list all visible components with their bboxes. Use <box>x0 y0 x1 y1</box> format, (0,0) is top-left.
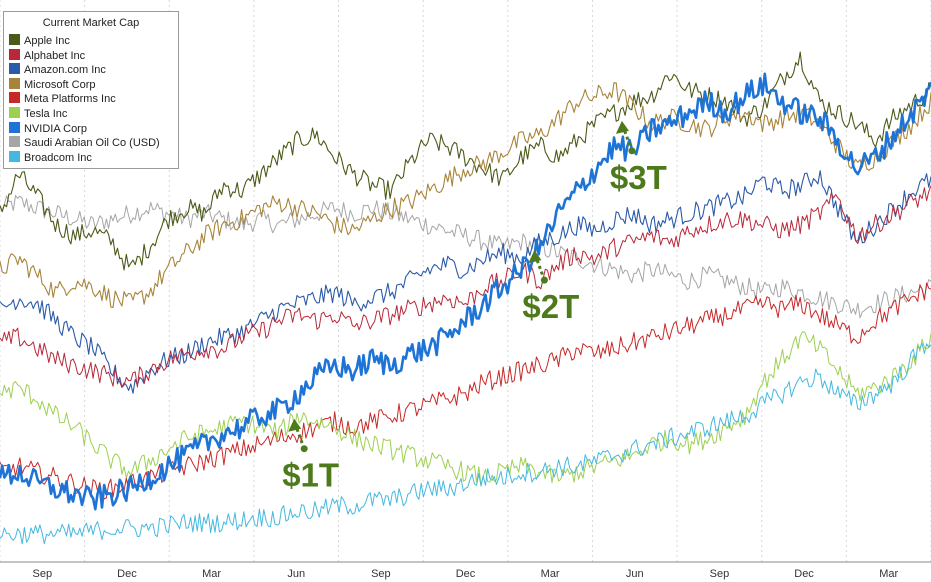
series-line-microsoft-corp <box>0 82 931 309</box>
legend-swatch <box>9 63 20 75</box>
legend-item: Saudi Arabian Oil Co (USD) <box>9 136 160 150</box>
legend-item: Apple Inc <box>9 34 70 48</box>
x-tick-label: Mar <box>541 568 560 580</box>
series-line-apple-inc <box>0 51 931 271</box>
milestone-label: $2T <box>522 288 579 325</box>
annotation-arrow-stem <box>294 426 306 450</box>
legend-swatch <box>9 121 20 133</box>
legend-item: Tesla Inc <box>9 107 67 121</box>
annotation-arrow-stem <box>622 128 634 152</box>
series-line-meta-platforms-inc <box>0 282 931 500</box>
milestone-annotation: $3T <box>610 120 667 196</box>
annotation-arrow-tail <box>300 445 308 453</box>
milestone-annotation: $1T <box>282 418 339 494</box>
legend-item: Amazon.com Inc <box>9 63 106 77</box>
x-tick-label: Sep <box>710 568 730 580</box>
milestone-annotations: $1T $2T $3T <box>282 120 667 494</box>
legend-label: Microsoft Corp <box>24 78 96 91</box>
annotation-arrow-head <box>615 120 629 134</box>
legend-label: Broadcom Inc <box>24 151 92 164</box>
legend-label: NVIDIA Corp <box>24 122 87 135</box>
x-tick-label: Sep <box>371 568 391 580</box>
legend-item: Microsoft Corp <box>9 77 96 92</box>
legend-label: Meta Platforms Inc <box>24 93 116 106</box>
legend-item: Alphabet Inc <box>9 48 86 63</box>
milestone-label: $1T <box>282 457 339 494</box>
x-tick-label: Jun <box>287 568 305 580</box>
annotation-arrow-tail <box>628 147 636 155</box>
x-tick-label: Dec <box>456 568 476 580</box>
milestone-label: $3T <box>610 159 667 196</box>
legend-label: Amazon.com Inc <box>24 64 106 77</box>
legend-label: Tesla Inc <box>24 108 68 120</box>
legend-swatch <box>9 34 20 45</box>
x-tick-label: Sep <box>33 568 53 580</box>
legend-swatch <box>9 136 20 148</box>
series-line-saudi-arabian-oil-co-usd <box>0 195 931 319</box>
x-axis: Sep Dec Mar Jun Sep Dec Mar Jun Sep Dec Mar <box>0 561 931 580</box>
x-tick-label: Dec <box>794 568 814 580</box>
legend-item: Meta Platforms Inc <box>9 92 116 106</box>
series-lines <box>0 51 931 545</box>
legend: Current Market Cap Apple Inc Alphabet Inc… <box>3 11 179 169</box>
legend-swatch <box>9 107 20 118</box>
legend-label: Apple Inc <box>24 35 70 47</box>
legend-item: NVIDIA Corp <box>9 121 87 136</box>
x-tick-label: Dec <box>117 568 137 580</box>
milestone-annotation: $2T <box>522 250 579 325</box>
series-line-tesla-inc <box>0 331 931 486</box>
annotation-arrow-stem <box>534 257 546 281</box>
x-tick-label: Jun <box>626 568 644 580</box>
annotation-arrow-head <box>528 250 542 264</box>
legend-label: Saudi Arabian Oil Co (USD) <box>24 137 160 150</box>
series-line-nvidia-corp <box>0 72 931 511</box>
legend-swatch <box>9 92 20 104</box>
legend-swatch <box>9 48 20 60</box>
x-tick-label: Mar <box>202 568 221 580</box>
legend-item: Broadcom Inc <box>9 150 92 165</box>
legend-label: Alphabet Inc <box>24 49 86 62</box>
legend-swatch <box>9 150 20 162</box>
series-line-amazon-com-inc <box>0 170 931 394</box>
x-tick-label: Mar <box>879 568 898 580</box>
legend-swatch <box>9 77 20 89</box>
series-line-broadcom-inc <box>0 342 931 545</box>
series-line-alphabet-inc <box>0 185 931 388</box>
annotation-arrow-head <box>288 418 302 432</box>
legend-title: Current Market Cap <box>42 17 140 29</box>
annotation-arrow-tail <box>540 276 548 284</box>
